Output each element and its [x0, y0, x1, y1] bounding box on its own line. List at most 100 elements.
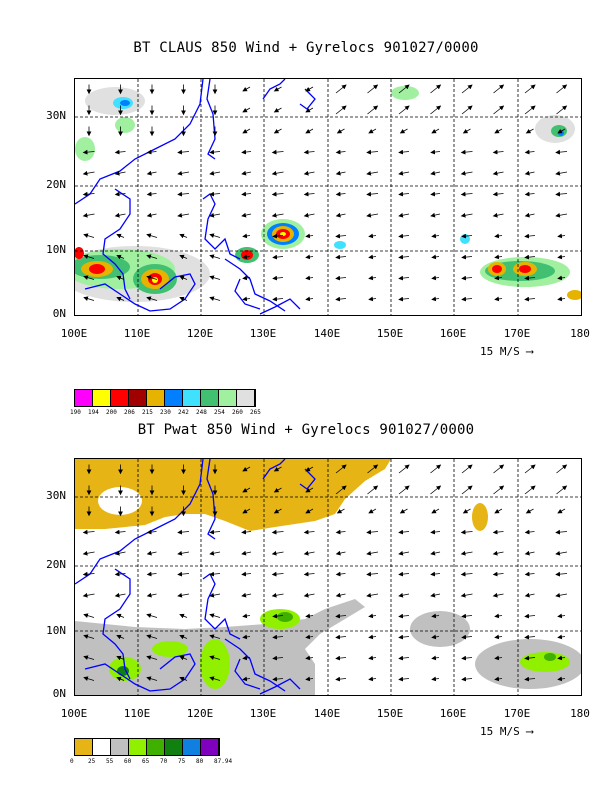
y-tick: 10N — [46, 624, 66, 637]
wind-arrow — [460, 550, 473, 556]
colorbar-swatch — [237, 390, 255, 406]
wind-arrow — [366, 571, 379, 577]
x-tick: 120E — [186, 707, 214, 720]
wind-arrow — [368, 296, 377, 302]
colorbar-tick-label: 25 — [88, 758, 96, 765]
wind-arrow — [398, 676, 410, 682]
bottom-map-title: BT Pwat 850 Wind + Gyrelocs 901027/0000 — [137, 422, 475, 438]
wind-arrow — [524, 571, 535, 577]
top-map-canvas — [75, 79, 581, 315]
wind-arrow — [303, 212, 315, 218]
wind-arrow — [83, 254, 95, 259]
wind-arrow — [303, 571, 315, 577]
wind-arrow — [335, 105, 347, 115]
wind-arrow — [146, 191, 157, 197]
wind-arrow — [557, 613, 566, 619]
wind-arrow — [524, 84, 536, 94]
wind-arrow — [398, 233, 410, 239]
wind-arrow — [524, 485, 536, 495]
y-tick: 20N — [46, 558, 66, 571]
x-tick: 170E — [503, 327, 531, 340]
wind-arrow — [303, 529, 315, 535]
top-map-title: BT CLAUS 850 Wind + Gyrelocs 901027/0000 — [133, 40, 479, 56]
wind-arrow — [209, 191, 221, 197]
wind-arrow — [493, 485, 505, 495]
wind-arrow — [492, 550, 504, 556]
wind-arrow — [242, 296, 251, 302]
wind-scale-label: 15 M/S ⟶ — [480, 725, 533, 738]
wind-arrow — [335, 212, 346, 218]
wind-arrow — [116, 613, 125, 619]
x-tick: 130E — [249, 707, 277, 720]
wind-arrow — [116, 655, 125, 661]
wind-arrow — [177, 529, 190, 535]
wind-arrow — [524, 212, 535, 218]
wind-arrow — [209, 592, 221, 598]
wind-arrow — [430, 529, 441, 535]
coastlines — [75, 79, 316, 315]
x-tick: 170E — [503, 707, 531, 720]
wind-arrow — [557, 275, 566, 281]
wind-arrow — [114, 149, 126, 155]
wind-arrow — [271, 191, 284, 197]
wind-arrow — [82, 170, 95, 176]
wind-arrow — [367, 105, 379, 115]
wind-arrow — [305, 107, 314, 113]
wind-arrow — [272, 254, 284, 260]
colorbar-tick-label: 65 — [142, 758, 150, 765]
wind-arrow — [242, 86, 251, 92]
y-tick: 20N — [46, 178, 66, 191]
wind-arrow — [368, 655, 377, 661]
wind-arrow — [271, 529, 284, 535]
wind-arrow — [335, 613, 347, 619]
wind-arrow — [430, 212, 441, 218]
x-tick: 160E — [439, 327, 467, 340]
wind-vectors — [82, 84, 568, 302]
wind-arrow — [524, 275, 536, 281]
wind-arrow — [242, 634, 251, 640]
wind-arrow — [430, 170, 441, 176]
wind-arrow — [209, 655, 221, 660]
wind-arrow — [241, 592, 252, 598]
wind-arrow — [271, 592, 284, 598]
colorbar-swatch — [183, 739, 201, 755]
colorbar-swatch — [75, 390, 93, 406]
wind-arrow — [494, 275, 503, 281]
colorbar-tick-label: 248 — [196, 409, 207, 416]
wind-arrow — [177, 571, 190, 577]
wind-arrow — [209, 634, 221, 639]
wind-arrow — [305, 128, 314, 134]
wind-arrow — [461, 613, 473, 619]
wind-arrow — [273, 487, 282, 493]
wind-arrow — [557, 128, 566, 134]
wind-arrow — [398, 170, 410, 176]
wind-arrow — [209, 529, 221, 535]
wind-arrow — [398, 655, 410, 661]
wind-arrow — [398, 275, 410, 281]
wind-arrow — [493, 464, 505, 474]
wind-arrow — [557, 296, 566, 302]
colorbar-swatch — [129, 390, 147, 406]
wind-arrow — [177, 149, 190, 155]
wind-arrow — [556, 485, 568, 495]
wind-arrow — [557, 508, 566, 514]
wind-arrow — [179, 676, 188, 682]
wind-arrow — [335, 233, 347, 239]
wind-arrow — [305, 655, 314, 661]
wind-arrow — [209, 571, 221, 577]
wind-arrow — [525, 508, 534, 514]
wind-arrow — [179, 655, 188, 661]
wind-arrow — [398, 592, 410, 598]
wind-arrow — [83, 634, 95, 639]
wind-arrow — [368, 634, 377, 640]
wind-arrow — [114, 592, 126, 598]
wind-arrow — [460, 212, 473, 218]
colorbar-tick-label: 75 — [178, 758, 186, 765]
wind-arrow — [430, 191, 441, 197]
wind-arrow — [555, 529, 568, 535]
wind-arrow — [524, 233, 536, 239]
wind-arrow — [146, 634, 158, 639]
wind-arrow — [305, 254, 314, 260]
wind-arrow — [116, 254, 125, 260]
wind-arrow — [462, 508, 471, 514]
